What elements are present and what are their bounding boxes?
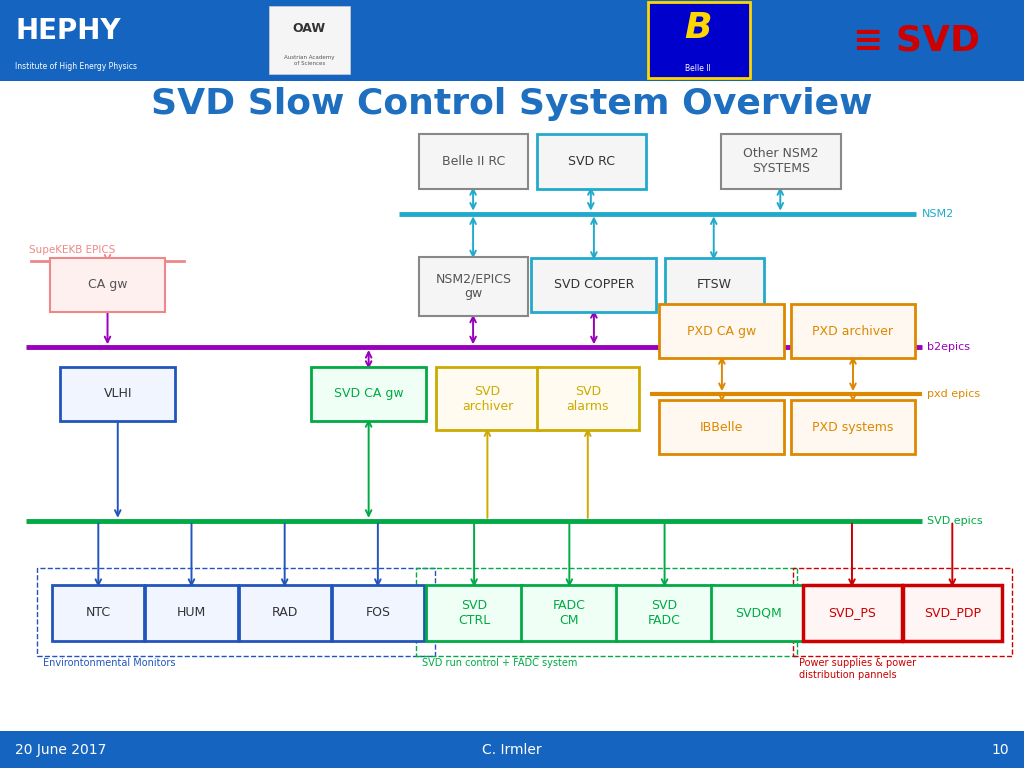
Text: SVD_PS: SVD_PS [828,607,877,619]
Text: FTSW: FTSW [696,279,732,291]
Text: 20 June 2017: 20 June 2017 [15,743,106,756]
Text: B: B [685,12,712,45]
FancyBboxPatch shape [711,585,807,641]
Text: Institute of High Energy Physics: Institute of High Energy Physics [15,61,137,71]
Text: SVD
archiver: SVD archiver [462,385,513,412]
Text: PXD CA gw: PXD CA gw [687,325,757,337]
FancyBboxPatch shape [239,585,331,641]
FancyBboxPatch shape [269,6,350,74]
FancyBboxPatch shape [531,258,656,312]
Text: pxd epics: pxd epics [927,389,980,399]
Text: Austrian Academy
of Sciences: Austrian Academy of Sciences [284,55,335,66]
FancyBboxPatch shape [419,257,528,316]
Text: NSM2: NSM2 [922,208,953,219]
Text: FADC
CM: FADC CM [553,599,586,627]
Text: b2epics: b2epics [927,342,970,353]
Text: SupeKEKB EPICS: SupeKEKB EPICS [29,245,115,255]
FancyBboxPatch shape [60,367,175,421]
FancyBboxPatch shape [0,0,1024,81]
Text: SVD RC: SVD RC [568,155,614,167]
Text: SVD CA gw: SVD CA gw [334,388,403,400]
Text: Other NSM2
SYSTEMS: Other NSM2 SYSTEMS [743,147,818,175]
FancyBboxPatch shape [659,304,784,358]
FancyBboxPatch shape [0,731,1024,768]
FancyBboxPatch shape [721,134,841,189]
Text: HUM: HUM [177,607,206,619]
Text: PXD archiver: PXD archiver [812,325,894,337]
FancyBboxPatch shape [791,304,915,358]
Text: SVD COPPER: SVD COPPER [554,279,634,291]
Text: Power supplies & power
distribution pannels: Power supplies & power distribution pann… [799,658,915,680]
FancyBboxPatch shape [665,258,764,312]
FancyBboxPatch shape [521,585,617,641]
Text: SVDQM: SVDQM [735,607,782,619]
Text: IBBelle: IBBelle [700,421,743,433]
Text: FOS: FOS [366,607,390,619]
Text: PXD systems: PXD systems [812,421,894,433]
Text: RAD: RAD [271,607,298,619]
Text: SVD epics: SVD epics [927,515,982,526]
FancyBboxPatch shape [903,585,1002,641]
Text: ≡ SVD: ≡ SVD [853,23,980,58]
FancyBboxPatch shape [311,367,426,421]
Text: SVD
FADC: SVD FADC [648,599,681,627]
FancyBboxPatch shape [419,134,528,189]
Text: OAW: OAW [293,22,326,35]
Text: SVD
alarms: SVD alarms [566,385,609,412]
FancyBboxPatch shape [332,585,424,641]
Text: Belle II: Belle II [685,64,712,73]
Text: SVD Slow Control System Overview: SVD Slow Control System Overview [152,87,872,121]
Text: NSM2/EPICS
gw: NSM2/EPICS gw [435,273,512,300]
FancyBboxPatch shape [537,134,646,189]
FancyBboxPatch shape [145,585,238,641]
Text: NTC: NTC [86,607,111,619]
Text: C. Irmler: C. Irmler [482,743,542,756]
FancyBboxPatch shape [648,2,750,78]
FancyBboxPatch shape [659,400,784,454]
Text: SVD_PDP: SVD_PDP [925,607,981,619]
FancyBboxPatch shape [803,585,902,641]
Text: Environtonmental Monitors: Environtonmental Monitors [43,658,175,668]
Text: Belle II RC: Belle II RC [442,155,505,167]
Text: HEPHY: HEPHY [15,17,121,45]
Text: SVD run control + FADC system: SVD run control + FADC system [422,658,578,668]
FancyBboxPatch shape [426,585,522,641]
Text: SVD
CTRL: SVD CTRL [458,599,490,627]
FancyBboxPatch shape [50,258,165,312]
FancyBboxPatch shape [791,400,915,454]
Text: VLHI: VLHI [103,388,132,400]
Text: CA gw: CA gw [88,279,127,291]
FancyBboxPatch shape [537,367,639,430]
Text: 10: 10 [991,743,1009,756]
FancyBboxPatch shape [436,367,539,430]
FancyBboxPatch shape [52,585,144,641]
FancyBboxPatch shape [616,585,713,641]
